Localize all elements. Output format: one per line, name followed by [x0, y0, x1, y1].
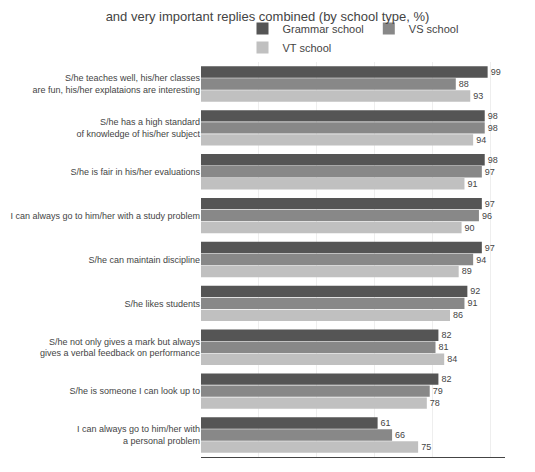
svg-text:S/he not only gives a mark but: S/he not only gives a mark but alwaysgiv… — [40, 337, 201, 359]
svg-text:VT school: VT school — [283, 42, 332, 54]
svg-text:88: 88 — [459, 79, 469, 89]
svg-text:98: 98 — [488, 123, 498, 133]
svg-text:91: 91 — [467, 298, 477, 308]
svg-text:79: 79 — [433, 386, 443, 396]
svg-text:S/he is someone I can look up: S/he is someone I can look up to — [69, 386, 200, 396]
svg-text:98: 98 — [488, 155, 498, 165]
svg-text:86: 86 — [453, 310, 463, 320]
svg-text:66: 66 — [395, 430, 405, 440]
svg-text:94: 94 — [476, 135, 486, 145]
svg-text:84: 84 — [447, 354, 457, 364]
svg-text:89: 89 — [462, 266, 472, 276]
svg-text:90: 90 — [465, 223, 475, 233]
svg-text:61: 61 — [381, 418, 391, 428]
svg-text:97: 97 — [485, 199, 495, 209]
svg-text:75: 75 — [421, 442, 431, 452]
svg-text:Grammar school: Grammar school — [283, 23, 364, 35]
svg-text:I can always go to him/her wit: I can always go to him/her with a study … — [10, 211, 200, 221]
svg-text:99: 99 — [491, 67, 501, 77]
svg-text:97: 97 — [485, 243, 495, 253]
svg-text:78: 78 — [430, 398, 440, 408]
svg-text:S/he is fair in his/her evalua: S/he is fair in his/her evaluations — [70, 167, 200, 177]
svg-text:and very important replies com: and very important replies combined (by … — [106, 9, 430, 24]
svg-text:82: 82 — [441, 330, 451, 340]
svg-text:S/he has a high standardof kno: S/he has a high standardof knowledge of … — [76, 117, 200, 139]
svg-text:S/he likes students: S/he likes students — [124, 299, 200, 309]
svg-text:S/he can maintain discipline: S/he can maintain discipline — [88, 255, 200, 265]
svg-text:96: 96 — [482, 211, 492, 221]
svg-text:97: 97 — [485, 167, 495, 177]
svg-text:93: 93 — [473, 91, 483, 101]
svg-text:VS school: VS school — [409, 23, 459, 35]
svg-text:81: 81 — [439, 342, 449, 352]
svg-text:82: 82 — [441, 374, 451, 384]
svg-text:I can always go to him/her wit: I can always go to him/her witha persona… — [77, 424, 200, 446]
svg-text:S/he teaches well, his/her cla: S/he teaches well, his/her classesare fu… — [32, 73, 200, 95]
svg-text:91: 91 — [467, 179, 477, 189]
svg-text:92: 92 — [470, 286, 480, 296]
svg-text:98: 98 — [488, 111, 498, 121]
svg-text:94: 94 — [476, 255, 486, 265]
